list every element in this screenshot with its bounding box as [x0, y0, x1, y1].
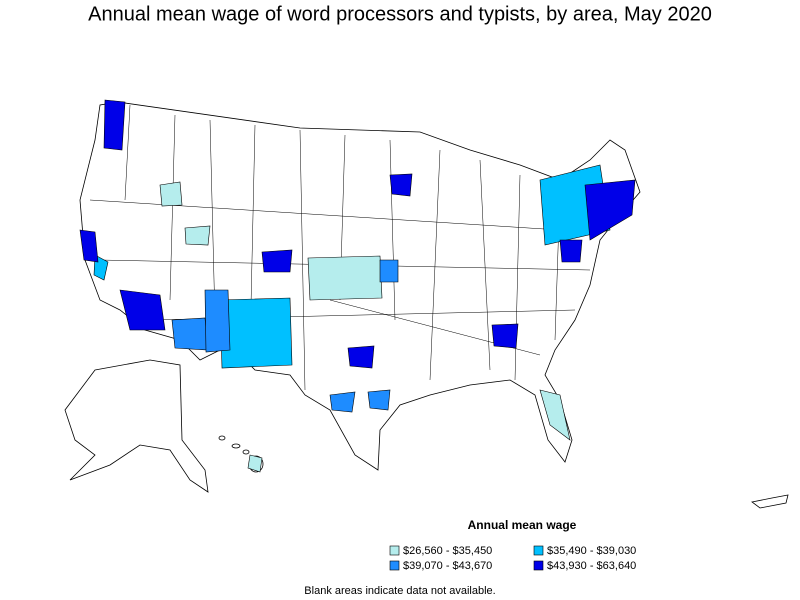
legend-swatch — [389, 560, 400, 571]
legend-label: $39,070 - $43,670 — [403, 560, 492, 572]
wage-area — [491, 323, 519, 349]
wage-area — [119, 289, 166, 331]
legend-label: $26,560 - $35,450 — [403, 545, 492, 557]
legend-label: $43,930 - $63,640 — [547, 560, 636, 572]
wage-areas — [79, 99, 636, 473]
wage-area — [204, 289, 231, 353]
state-borders — [89, 104, 591, 391]
wage-area — [103, 99, 126, 151]
footnote: Blank areas indicate data not available. — [304, 585, 495, 597]
wage-area — [389, 173, 413, 197]
wage-area — [247, 454, 263, 473]
puerto-rico — [751, 494, 789, 509]
legend-label: $35,490 - $39,030 — [547, 545, 636, 557]
us-map — [64, 99, 789, 509]
wage-area — [219, 297, 293, 369]
wage-area — [347, 345, 375, 369]
wage-area — [159, 181, 183, 207]
wage-area — [329, 391, 356, 413]
alaska — [64, 359, 209, 493]
wage-area — [559, 239, 583, 263]
legend-title: Annual mean wage — [468, 518, 577, 532]
legend: $26,560 - $35,450 $35,490 - $39,030 $39,07… — [389, 545, 636, 572]
legend-swatch — [533, 560, 544, 571]
wage-area — [79, 229, 99, 263]
wage-area — [367, 389, 391, 411]
wage-area — [307, 255, 383, 301]
legend-swatch — [533, 545, 544, 556]
wage-area — [261, 249, 293, 273]
wage-area — [184, 225, 211, 246]
wage-area — [379, 259, 399, 283]
map-title: Annual mean wage of word processors and … — [88, 3, 712, 25]
legend-swatch — [389, 545, 400, 556]
wage-area — [539, 389, 571, 441]
wage-area — [171, 317, 209, 351]
wage-area — [584, 179, 636, 241]
